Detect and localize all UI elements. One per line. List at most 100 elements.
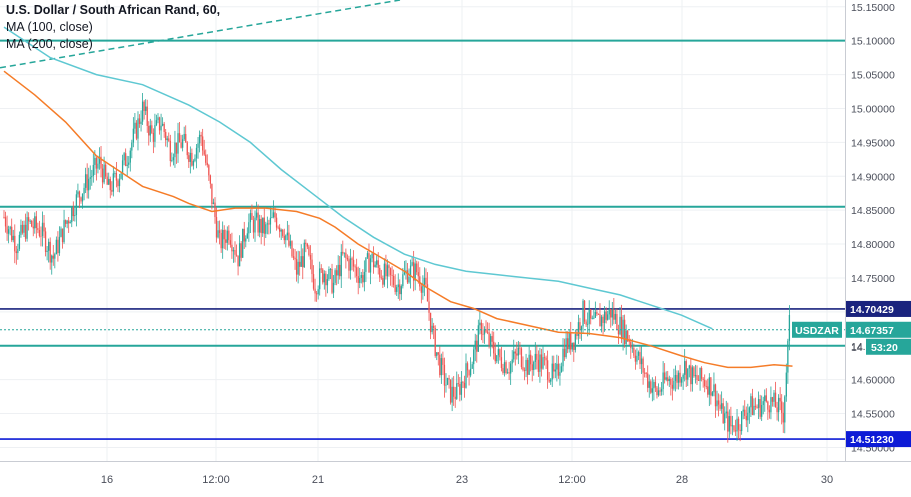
ma200-legend[interactable]: MA (200, close) (6, 37, 93, 51)
plot-background (0, 0, 845, 461)
candle-body (117, 180, 119, 187)
candle-body (365, 257, 367, 272)
candle-body (389, 268, 392, 275)
candle-body (305, 242, 307, 245)
candle-body (446, 378, 449, 385)
candle-body (300, 256, 302, 267)
candle-body (448, 378, 450, 380)
candle-body (11, 226, 13, 241)
candle-body (218, 230, 221, 234)
time-tick-label: 12:00 (202, 474, 230, 486)
candle-body (471, 364, 473, 369)
candle-body (442, 358, 444, 365)
candle-body (499, 349, 501, 358)
price-markers: 14.70429 14.51230 USDZAR 14.67357 14 53:20 (0, 300, 911, 448)
candle-body (75, 194, 78, 216)
candle-body (357, 276, 359, 283)
chart-legend: U.S. Dollar / South African Rand, 60, MA… (6, 2, 220, 53)
candle-body (419, 276, 421, 287)
candle-body (279, 227, 281, 232)
candle-body (360, 275, 362, 278)
price-axis[interactable]: 15.15000 15.10000 15.05000 15.00000 14.95000… (845, 0, 895, 461)
candle-body (391, 274, 393, 276)
candle-body (642, 358, 644, 373)
horizontal-levels[interactable] (0, 39, 845, 440)
candle-body (785, 372, 787, 397)
candle-body (120, 173, 122, 179)
candle-body (129, 150, 131, 163)
candle-body (258, 218, 261, 233)
candle-body (668, 378, 670, 382)
ma100-legend[interactable]: MA (100, close) (6, 20, 93, 34)
candle-body (61, 228, 64, 243)
candle-body (764, 395, 766, 402)
candle-body (14, 235, 16, 252)
time-axis[interactable]: 16 12:00 21 23 12:00 28 30 (0, 461, 911, 487)
candle-body (469, 368, 472, 376)
candle-body (74, 215, 76, 217)
time-tick-label: 28 (676, 474, 688, 486)
candle-body (416, 263, 418, 273)
candle-body (665, 377, 667, 380)
trendline[interactable] (0, 0, 401, 69)
candle-body (132, 128, 135, 143)
dashed-trendline[interactable] (0, 0, 401, 69)
candle-body (745, 415, 747, 421)
candle-body (178, 133, 181, 143)
candle-body (34, 216, 36, 229)
candle-body (582, 300, 584, 327)
candle-body (104, 164, 107, 177)
candle-body (754, 405, 757, 407)
candle-body (420, 286, 422, 293)
candle-body (620, 316, 623, 340)
candle-body (713, 384, 715, 393)
candle-body (317, 289, 319, 295)
candle-body (54, 254, 56, 259)
moving-averages (3, 26, 793, 369)
candle-body (126, 164, 128, 166)
candle-body (35, 216, 37, 229)
candle-body (548, 379, 550, 382)
candle-body (488, 332, 490, 346)
candle-body (406, 270, 409, 283)
candle-body (185, 133, 187, 143)
candle-body (188, 155, 190, 162)
candle-body (392, 275, 395, 285)
candle-body (781, 401, 783, 413)
candle-body (242, 228, 244, 258)
candle-body (711, 392, 714, 396)
candle-body (151, 125, 153, 133)
candle-body (522, 367, 524, 370)
candle-body (411, 262, 413, 266)
candle-body (777, 397, 780, 413)
candle-body (77, 191, 79, 195)
candle-body (143, 101, 145, 111)
candle-body (245, 238, 247, 242)
candle-body (86, 174, 88, 191)
candle-body (232, 250, 235, 252)
candle-body (531, 364, 533, 371)
candle-body (517, 347, 520, 356)
candle-body (457, 383, 459, 385)
candle-body (417, 272, 419, 277)
candle-body (282, 229, 284, 236)
candle-body (212, 202, 215, 204)
candle-body (15, 251, 17, 254)
candle-body (596, 312, 598, 315)
candle-body (123, 153, 125, 161)
candle-body (433, 325, 435, 328)
chart-title[interactable]: U.S. Dollar / South African Rand, 60, (6, 3, 221, 17)
time-tick-label: 12:00 (558, 474, 586, 486)
candle-body (667, 377, 669, 382)
candle-body (536, 353, 538, 360)
candle-body (676, 374, 678, 383)
candle-body (656, 387, 658, 396)
candle-body (708, 377, 710, 395)
candle-body (722, 403, 724, 424)
candle-body (194, 158, 196, 161)
candle-body (380, 277, 382, 279)
candle-body (128, 162, 130, 165)
candle-body (51, 255, 53, 263)
candle-body (331, 269, 333, 293)
